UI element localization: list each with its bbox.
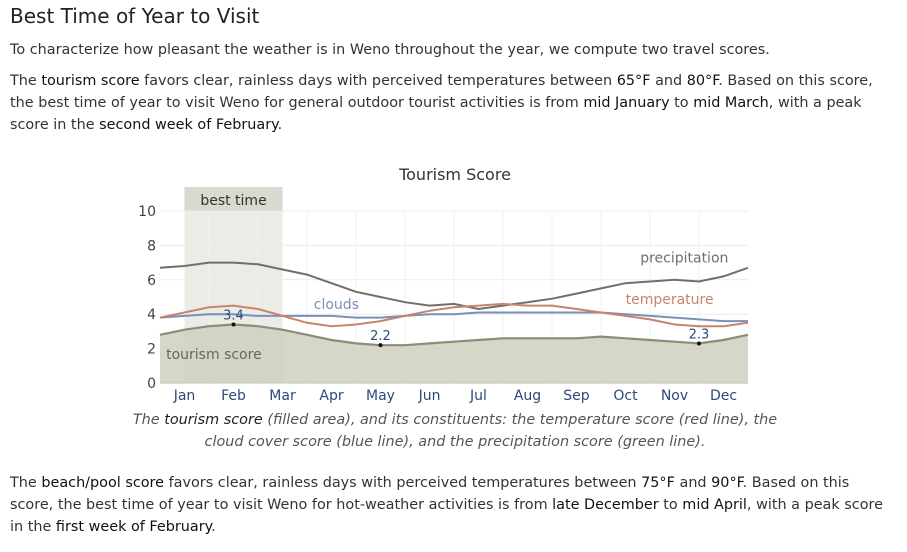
tourism-score-term: tourism score [41, 73, 140, 89]
beach-text-6: , with a peak score in the [10, 497, 883, 535]
tourism-text-2: favors clear, rainless days with perceiv… [139, 73, 617, 89]
best-time-label: best time [200, 193, 266, 209]
beach-paragraph: The beach/pool score favors clear, rainl… [10, 472, 895, 538]
y-tick-label: 6 [147, 273, 156, 289]
x-tick-label: Mar [269, 388, 296, 404]
lines-group [159, 261, 749, 328]
annotation-dot [378, 343, 383, 348]
annotations-group: 3.4 2.2 2.3 [223, 309, 709, 348]
x-tick-label: Oct [613, 388, 638, 404]
y-tick-label: 0 [147, 376, 156, 392]
tourism-start: mid January [583, 95, 670, 111]
caption-text-1: The [132, 412, 165, 428]
tourism-text-6: , with a peak score in the [10, 95, 862, 133]
tourism-text-1: The [10, 73, 42, 89]
beach-score-term: beach/pool score [41, 475, 165, 491]
beach-text-2: favors clear, rainless days with perceiv… [164, 475, 642, 491]
precipitation-line [159, 261, 749, 311]
tourism-score-line [159, 323, 749, 347]
y-tick-label: 8 [147, 238, 156, 254]
chart-title: Tourism Score [398, 165, 511, 184]
tourism-text-3: and [650, 73, 687, 89]
y-tick-label: 4 [147, 307, 156, 323]
annotation-label: 3.4 [223, 309, 244, 324]
tourism-temp-high: 80°F [686, 73, 719, 89]
series-label: temperature [626, 292, 714, 308]
beach-temp-high: 90°F [711, 475, 743, 491]
beach-text-4: . Based on this score, the best time of … [10, 475, 850, 513]
annotation-label: 2.2 [370, 329, 391, 344]
beach-start: late December [552, 497, 659, 513]
caption-term: tourism score [164, 412, 263, 428]
annotation-dot [697, 341, 701, 346]
caption-text-2: (filled area), and its constituents: the… [204, 412, 778, 450]
series-label: precipitation [640, 251, 728, 267]
beach-text-3: and [674, 475, 712, 491]
beach-end: mid April [682, 497, 747, 513]
x-tick-label: Jan [173, 388, 196, 404]
temperature-line [159, 302, 749, 328]
section-title: Best Time of Year to Visit [10, 4, 260, 28]
tourism-end: mid March [693, 95, 769, 111]
x-tick-label: Jun [418, 388, 441, 404]
chart-caption: The tourism score (filled area), and its… [130, 409, 780, 453]
axes-group: 0 2 4 6 8 10 Jan Feb Mar Apr May Jun Jul Aug Sep Oct Nov… [138, 204, 737, 404]
beach-temp-low: 75°F [641, 475, 675, 491]
beach-peak: first week of February [55, 519, 212, 535]
annotation-label: 2.3 [689, 327, 710, 342]
x-tick-label: Aug [514, 388, 541, 404]
area-group [159, 323, 749, 383]
x-tick-label: Dec [710, 388, 737, 404]
tourism-text-4: . Based on this score, the best time of … [10, 73, 873, 111]
tourism-peak: second week of February [99, 117, 278, 133]
x-tick-label: Apr [319, 388, 343, 404]
beach-text-7: . [211, 519, 216, 535]
y-tick-label: 2 [147, 342, 156, 358]
x-tick-label: Feb [221, 388, 246, 404]
annotation-dot [231, 322, 236, 327]
intro-paragraph: To characterize how pleasant the weather… [10, 42, 770, 58]
tourism-score-area [160, 324, 748, 383]
tourism-temp-low: 65°F [616, 73, 651, 89]
labels-group: precipitation temperature clouds tourism sc… [166, 251, 728, 363]
x-tick-label: May [366, 388, 395, 404]
clouds-line [159, 311, 748, 323]
x-tick-label: Nov [661, 388, 688, 404]
best-time-header [184, 187, 283, 211]
beach-text-1: The [10, 475, 42, 491]
series-label: clouds [314, 297, 359, 313]
tourism-text-7: . [277, 117, 283, 133]
tourism-paragraph: The tourism score favors clear, rainless… [10, 70, 895, 136]
tourism-text-5: to [669, 95, 694, 111]
x-tick-label: Sep [563, 388, 590, 404]
beach-text-5: to [658, 497, 683, 513]
series-label: tourism score [166, 347, 262, 363]
x-tick-label: Jul [469, 388, 487, 404]
y-tick-label: 10 [138, 204, 156, 220]
